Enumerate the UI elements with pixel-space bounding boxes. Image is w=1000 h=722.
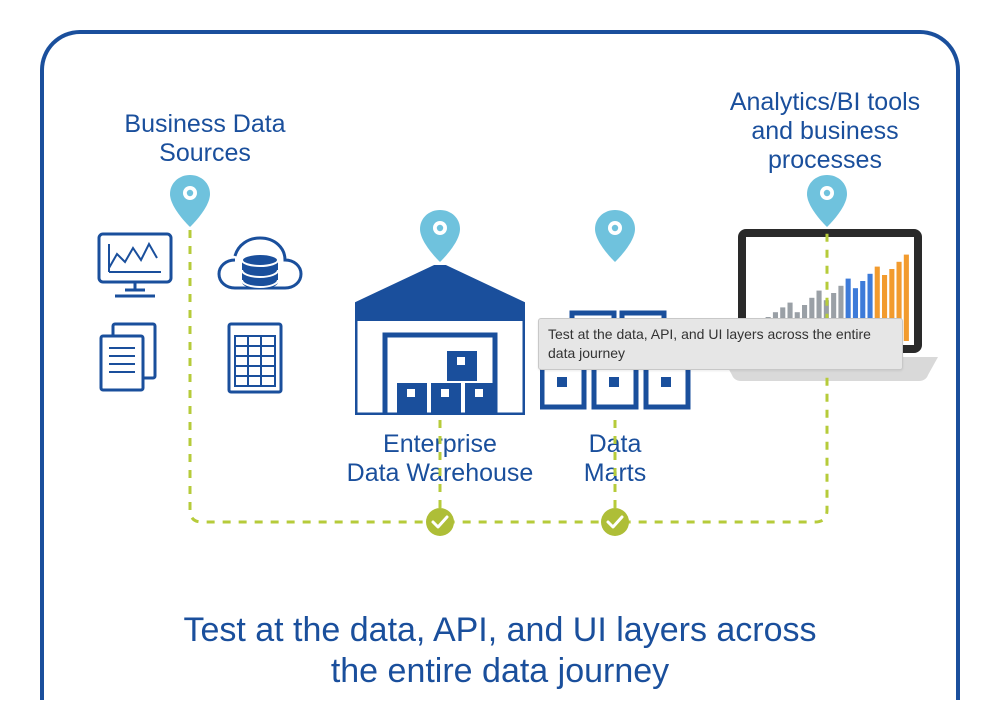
warehouse-icon — [355, 265, 525, 415]
cloud-database-icon — [215, 230, 305, 308]
documents-icon — [95, 320, 165, 396]
caption-text: Test at the data, API, and UI layers acr… — [160, 610, 840, 692]
monitor-chart-icon — [95, 230, 175, 302]
label-marts: DataMarts — [545, 430, 685, 488]
label-warehouse: EnterpriseData Warehouse — [330, 430, 550, 488]
map-pin-icon — [593, 208, 637, 264]
checkpoint-icon — [601, 508, 629, 536]
spreadsheet-icon — [225, 320, 285, 396]
tooltip: Test at the data, API, and UI layers acr… — [538, 318, 903, 370]
diagram-stage: Business DataSources Analytics/BI toolsa… — [40, 30, 960, 700]
map-pin-icon — [418, 208, 462, 264]
map-pin-icon — [805, 173, 849, 229]
sources-icons — [95, 230, 325, 400]
map-pin-icon — [168, 173, 212, 229]
label-analytics: Analytics/BI toolsand businessprocesses — [700, 88, 950, 174]
label-sources: Business DataSources — [90, 110, 320, 168]
checkpoint-icon — [426, 508, 454, 536]
